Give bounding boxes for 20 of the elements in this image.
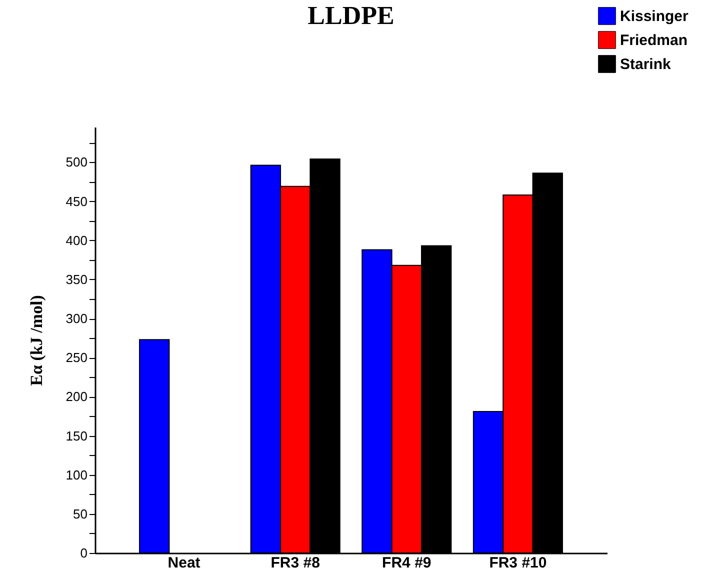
x-tick-label: Neat — [168, 554, 200, 572]
x-tick-label: FR3 #8 — [270, 554, 320, 572]
legend-label: Kissinger — [620, 8, 689, 25]
x-tick-label: FR4 #9 — [382, 554, 432, 572]
y-tick-label: 200 — [66, 389, 88, 404]
y-tick-label: 150 — [66, 428, 88, 444]
y-axis-title: Eα (kJ /mol) — [26, 295, 46, 386]
y-tick-label: 0 — [80, 546, 88, 560]
x-tick-label: FR3 #10 — [489, 554, 547, 572]
y-tick-label: 500 — [66, 154, 88, 170]
y-tick-label: 450 — [66, 194, 88, 209]
y-tick-label: 100 — [66, 467, 88, 482]
legend-label: Starink — [620, 56, 672, 73]
y-tick-label: 400 — [66, 232, 88, 248]
chart-title: LLDPE — [308, 1, 394, 30]
y-tick-label: 350 — [66, 272, 88, 287]
y-tick-label: 300 — [66, 311, 88, 326]
y-tick-label: 250 — [66, 350, 88, 366]
legend-label: Friedman — [620, 32, 688, 49]
y-tick-label: 50 — [73, 506, 88, 522]
